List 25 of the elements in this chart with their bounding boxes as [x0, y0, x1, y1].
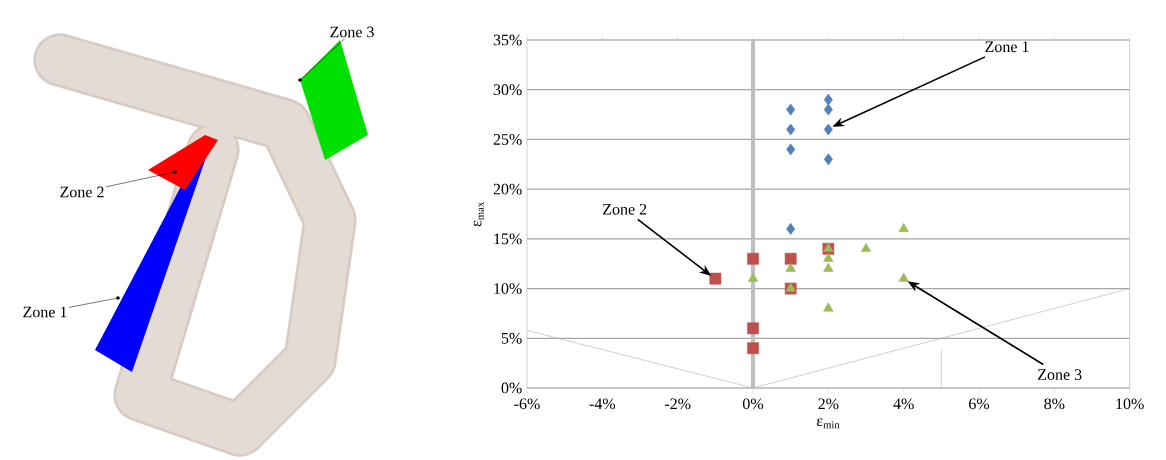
x-tick-label: 6%	[969, 398, 990, 410]
x-tick-label: 10%	[1116, 398, 1144, 410]
y-tick-label: 5%	[501, 332, 522, 344]
text: Zone 1	[23, 306, 67, 318]
x-tick-label: 8%	[1044, 398, 1065, 410]
y-tick-label: 10%	[494, 283, 522, 294]
y-tick-label: 25%	[493, 134, 522, 145]
y-tick-label: 15%	[494, 233, 522, 245]
annotation: Zone 1	[985, 41, 1029, 53]
y-tick-label: 20%	[493, 183, 522, 195]
annotation: Zone 3	[1038, 369, 1082, 380]
y-axis-title: ε$_{max}$	[473, 201, 484, 227]
y-tick-label: 30%	[493, 84, 522, 96]
x-tick-label: -6%	[514, 398, 540, 410]
x-tick-label: -2%	[664, 398, 691, 410]
y-tick-label: 35%	[493, 34, 522, 46]
annotation: Zone 2	[603, 203, 647, 215]
x-tick-label: 2%	[818, 398, 839, 410]
x-tick-label: 4%	[893, 398, 914, 410]
x-tick-label: 0%	[742, 398, 764, 410]
text: Zone 2	[60, 186, 104, 198]
text: Zone 3	[330, 26, 374, 38]
x-axis-title: ε$_{min}$	[816, 418, 840, 429]
x-tick-label: -4%	[589, 398, 616, 410]
y-tick-label: 0%	[501, 382, 522, 394]
